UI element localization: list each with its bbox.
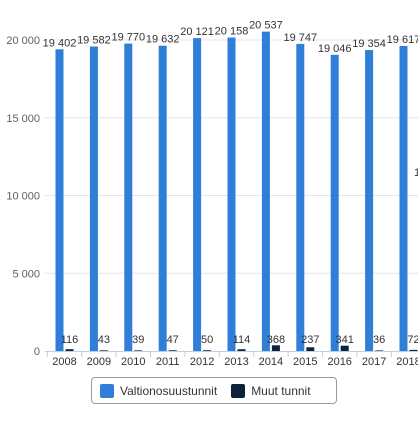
data-label-series-1: 19 046 (318, 43, 352, 55)
data-label-series-1: 20 158 (215, 26, 249, 38)
data-label-series-1: 19 582 (77, 34, 111, 46)
data-label-series-2: 116 (61, 334, 79, 346)
data-label-series-1: 19 747 (283, 32, 317, 44)
data-label-series-1: 19 770 (111, 32, 145, 44)
x-tick-label: 2012 (190, 356, 214, 368)
legend-swatch-series-1 (100, 383, 114, 398)
x-tick-label: 2014 (259, 356, 283, 368)
bar-series-1 (261, 31, 270, 351)
data-label-series-2: 36 (373, 334, 385, 346)
bar-series-2 (168, 350, 177, 351)
bar-series-2 (237, 349, 246, 351)
bar-series-2 (340, 345, 349, 351)
data-label-series-2: 72 (407, 334, 418, 346)
data-label-series-1: 19 402 (43, 37, 77, 49)
bar-series-2 (134, 350, 143, 351)
x-tick-label: 2008 (52, 356, 76, 368)
legend: Valtionosuustunnit Muut tunnit (91, 377, 337, 404)
bar-series-1 (365, 50, 374, 352)
bar-series-2 (375, 350, 384, 351)
bar-series-2 (99, 350, 108, 351)
bar-series-1 (296, 43, 305, 352)
data-label-series-1: 19 617 (387, 34, 418, 46)
y-tick-label: 15 000 (6, 113, 40, 125)
clipped-data-label: 1 (414, 167, 418, 179)
bar-series-2 (203, 350, 212, 351)
legend-label-series-1: Valtionosuustunnit (120, 383, 218, 398)
bar-series-1 (227, 37, 236, 352)
legend-item-series-2[interactable]: Muut tunnit (231, 383, 311, 398)
x-tick-label: 2009 (87, 356, 111, 368)
bar-series-1 (124, 43, 133, 351)
bar-series-2 (271, 345, 280, 351)
x-tick-label: 2010 (121, 356, 145, 368)
y-tick-label: 5 000 (12, 268, 40, 280)
legend-label-series-2: Muut tunnit (251, 383, 311, 398)
data-label-series-2: 50 (201, 334, 213, 346)
legend-item-series-1[interactable]: Valtionosuustunnit (100, 383, 218, 398)
bar-series-1 (55, 49, 64, 352)
bar-series-2 (65, 349, 74, 351)
data-label-series-2: 114 (233, 334, 251, 346)
y-tick-label: 10 000 (6, 191, 40, 203)
data-label-series-2: 47 (167, 334, 179, 346)
x-tick-label: 2011 (156, 356, 180, 368)
data-label-series-1: 19 632 (146, 34, 180, 46)
data-label-series-2: 39 (132, 334, 144, 346)
data-label-series-1: 20 537 (249, 20, 283, 32)
data-label-series-1: 20 121 (180, 26, 214, 38)
x-tick-label: 2013 (224, 356, 248, 368)
y-tick-label: 0 (34, 346, 40, 358)
x-tick-label: 2016 (327, 356, 351, 368)
bar-series-1 (89, 46, 98, 351)
data-label-series-2: 341 (336, 334, 354, 346)
x-tick-label: 2018 (396, 356, 418, 368)
x-tick-label: 2017 (362, 356, 386, 368)
bar-series-1 (399, 45, 408, 351)
bar-series-2 (306, 347, 315, 351)
data-label-series-2: 368 (267, 334, 285, 346)
data-label-series-2: 237 (301, 334, 319, 346)
bar-series-1 (193, 38, 202, 352)
legend-swatch-series-2 (231, 383, 246, 398)
bar-series-2 (409, 349, 418, 351)
data-label-series-1: 19 354 (352, 38, 386, 50)
y-tick-label: 20 000 (6, 35, 40, 47)
data-label-series-2: 43 (98, 334, 110, 346)
bar-series-1 (158, 45, 167, 351)
bar-series-1 (330, 54, 339, 351)
x-tick-label: 2015 (293, 356, 317, 368)
